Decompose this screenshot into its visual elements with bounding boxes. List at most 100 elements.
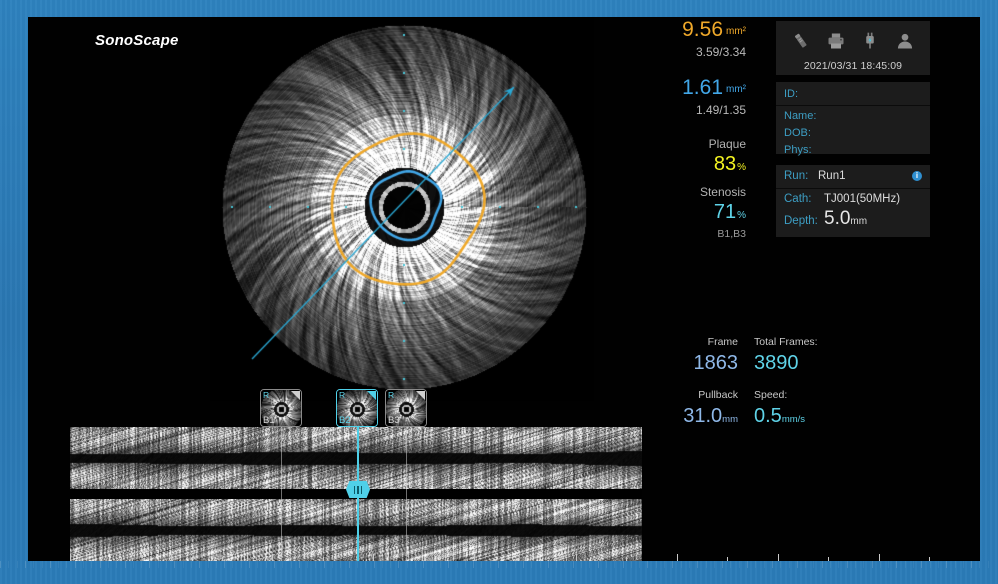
status-bar-tick xyxy=(688,561,690,568)
frame-label: Frame xyxy=(707,336,738,348)
status-bar-tick xyxy=(116,561,118,568)
user-icon[interactable] xyxy=(895,31,915,51)
status-bar-tick xyxy=(207,561,209,568)
patient-dob-label: DOB: xyxy=(784,127,811,139)
status-bar-tick xyxy=(8,561,10,568)
ivus-cross-section-canvas[interactable] xyxy=(210,17,594,401)
status-bar-tick xyxy=(166,561,167,568)
usb-drive-icon[interactable] xyxy=(791,31,811,51)
status-bar-tick xyxy=(240,561,242,568)
info-icon[interactable]: i xyxy=(912,171,922,181)
speed-stat: Speed: 0.5mm/s xyxy=(754,388,868,433)
bookmark-thumbnail-b1[interactable]: R B1 xyxy=(260,389,302,427)
status-bar-tick xyxy=(871,561,873,568)
longitudinal-canvas-bottom[interactable] xyxy=(70,499,642,561)
status-bar-tick xyxy=(356,561,358,568)
patient-phys-row[interactable]: Phys: xyxy=(776,142,930,159)
run-row[interactable]: Run: Run1 i xyxy=(776,165,930,186)
bottom-status-bar xyxy=(0,561,998,584)
ruler-tick xyxy=(272,554,273,561)
status-bar-tick xyxy=(722,561,724,568)
status-bar-tick xyxy=(622,561,624,568)
bookmark-id-label: B3 xyxy=(388,415,400,426)
ruler-tick xyxy=(929,557,930,561)
status-bar-tick xyxy=(99,561,101,568)
status-bar-tick xyxy=(132,561,134,568)
frame-stat: Frame 1863 xyxy=(624,335,739,376)
status-bar-tick xyxy=(954,561,956,568)
status-bar-tick xyxy=(298,561,300,568)
cath-label: Cath: xyxy=(784,193,812,205)
status-bar-tick xyxy=(315,561,317,568)
status-bar-tick xyxy=(987,561,989,568)
frame-cursor-handle[interactable] xyxy=(346,481,370,498)
ivus-cross-section-view[interactable] xyxy=(210,17,594,401)
eem-diameters: 3.59/3.34 xyxy=(695,45,746,59)
depth-row[interactable]: Depth: 5.0mm xyxy=(776,207,930,235)
run-panel[interactable]: Run: Run1 i Cath: TJ001(50MHz) Depth: 5.… xyxy=(776,165,930,237)
bookmark-id-label: B1 xyxy=(263,415,275,426)
run-label: Run: xyxy=(784,170,809,182)
status-bar-tick xyxy=(962,561,964,568)
status-bar-tick xyxy=(290,561,292,568)
power-plug-icon[interactable] xyxy=(860,31,880,51)
status-bar-tick xyxy=(182,561,184,568)
plaque-measurement: Plaque 83% xyxy=(624,135,746,179)
status-bar-tick xyxy=(589,561,591,568)
bookmark-thumbnail-b3[interactable]: R B3 xyxy=(385,389,427,427)
pullback-unit: mm xyxy=(722,414,738,425)
status-bar-tick xyxy=(41,561,43,568)
patient-id-row[interactable]: ID: xyxy=(776,82,930,103)
status-bar-tick xyxy=(614,561,616,568)
status-bar-tick xyxy=(522,561,524,568)
longitudinal-canvas-top[interactable] xyxy=(70,427,642,489)
status-bar-tick xyxy=(24,561,26,568)
cath-row[interactable]: Cath: TJ001(50MHz) xyxy=(776,191,930,207)
patient-phys-label: Phys: xyxy=(784,144,812,156)
status-bar-tick xyxy=(257,561,259,568)
status-bar-tick xyxy=(91,561,93,568)
depth-unit: mm xyxy=(850,216,868,227)
bookmark-thumbnail-strip: R B1 R B2 R B3 xyxy=(28,389,628,435)
plaque-unit: % xyxy=(737,162,746,173)
status-bar-tick xyxy=(49,561,51,568)
status-bar-tick xyxy=(846,561,848,568)
plaque-value: 83% xyxy=(713,153,746,175)
status-bar-tick xyxy=(423,561,425,568)
tools-icon-row xyxy=(776,27,930,55)
status-bar-tick xyxy=(863,561,865,568)
patient-panel[interactable]: ID: Name: DOB: Phys: xyxy=(776,82,930,156)
ruler-tick xyxy=(70,554,71,561)
eem-measurement: 9.56 mm² 3.59/3.34 xyxy=(624,17,746,61)
patient-name-row[interactable]: Name: xyxy=(776,108,930,125)
printer-icon[interactable] xyxy=(826,31,846,51)
depth-label: Depth: xyxy=(784,215,818,227)
bookmark-thumbnail-image xyxy=(337,390,377,426)
stenosis-unit: % xyxy=(737,210,746,221)
status-bar-tick xyxy=(74,561,76,568)
status-bar-tick xyxy=(854,561,856,568)
patient-dob-row[interactable]: DOB: xyxy=(776,125,930,142)
pullback-value: 31.0mm xyxy=(683,405,738,427)
pullback-ruler xyxy=(70,553,980,561)
bookmark-thumbnail-b2[interactable]: R B2 xyxy=(336,389,378,427)
status-bar-tick xyxy=(647,561,649,568)
bookmark-tag-label: R xyxy=(388,390,395,400)
status-bar-tick xyxy=(66,561,68,568)
stats-column-right: Total Frames: 3890 Speed: 0.5mm/s xyxy=(750,335,868,433)
status-bar-tick xyxy=(946,561,948,568)
status-bar-tick xyxy=(373,561,375,568)
longitudinal-view[interactable] xyxy=(70,427,642,561)
status-bar-tick xyxy=(805,561,807,568)
status-bar-tick xyxy=(439,561,441,568)
status-bar-tick xyxy=(224,561,226,568)
ruler-tick xyxy=(727,557,728,561)
ruler-tick xyxy=(121,557,122,561)
bookmark-corner-fold-icon xyxy=(367,391,376,400)
status-bar-tick xyxy=(514,561,516,568)
status-bar-tick xyxy=(780,561,782,568)
status-bar-tick xyxy=(190,561,192,568)
status-bar-tick xyxy=(630,561,632,568)
status-bar-tick xyxy=(547,561,549,568)
lumen-measurement: 1.61 mm² 1.49/1.35 xyxy=(624,75,746,119)
